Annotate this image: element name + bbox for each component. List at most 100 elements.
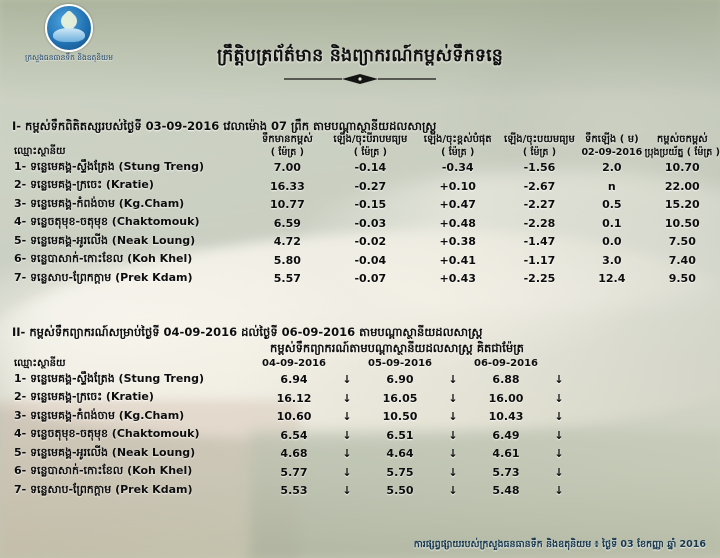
trend-down-icon: ↓ (448, 447, 458, 461)
section1-row-5-v1: 5.80 (273, 253, 301, 267)
section2-row-4-d2: 4.64 (386, 447, 414, 461)
row-number: 2- (14, 178, 27, 192)
page-title: ក្រឹត្តិបត្រព័ត៌មាន និងព្យាករណ៍កម្ពស់ទឹក… (216, 46, 504, 66)
row-number: 3- (14, 196, 27, 210)
section1-row-0-station: 1- ទន្លេមេគង្គ-ស្ទឹងត្រែង (Stung Treng) (14, 158, 250, 177)
section1-table-wrap: ឈ្មោះស្ថានីយ ទឹកមានកម្ពស់ ( ម៉ែត្រ ) ឡើង… (14, 134, 720, 288)
table-row: 1- ទន្លេមេគង្គ-ស្ទឹងត្រែង (Stung Treng) … (14, 371, 572, 390)
trend-down-icon: ↓ (448, 484, 458, 498)
trend-down-icon: ↓ (342, 373, 352, 387)
section1-col-4-line1: ឡើង/ចុះបយមធ្យម (504, 134, 575, 145)
row-number: 4- (14, 427, 27, 441)
section1-row-1-v4: -2.67 (523, 179, 556, 193)
section2-row-2-d3: 10.43 (488, 410, 524, 424)
row-station: ទន្លេមេគង្គ-ស្ទឹងត្រែង (Stung Treng) (30, 371, 205, 385)
section1-row-0-v1: 7.00 (273, 161, 301, 175)
section1-row-4-station: 5- ទន្លេមេគង្គ-អូរលើង (Neak Loung) (14, 232, 250, 251)
section2-row-3-d1: 6.54 (280, 428, 308, 442)
ministry-logo: ក្រសួងធនធានទឹក និងឧតុនិយម (16, 4, 122, 63)
section1-row-1-station: 2- ទន្លេមេគង្គ-ក្រចេះ (Kratie) (14, 177, 250, 196)
section1-row-2-v5: 0.5 (602, 198, 622, 212)
section1-row-2-v4: -2.27 (523, 198, 556, 212)
section2-row-0-d2: 6.90 (386, 373, 414, 387)
section2-row-2-station: 3- ទន្លេមេគង្គ-កំពង់ចាម (Kg.Cham) (14, 408, 254, 427)
row-number: 4- (14, 215, 27, 229)
table-row: 7- ទន្លេសាប-ព្រែកក្ដាម (Prek Kdam) 5.53 … (14, 482, 572, 501)
trend-down-icon: ↓ (554, 484, 564, 498)
section1-col-3-line1: ឡើង/ចុះខ្ពស់បំផុត (423, 134, 492, 145)
section1-col-station: ឈ្មោះស្ថានីយ (14, 145, 66, 157)
section1-row-5-v5: 3.0 (602, 253, 622, 267)
section2-row-6-d2: 5.50 (386, 484, 414, 498)
section1-row-2-v3: +0.47 (439, 198, 476, 212)
table-row: 2- ទន្លេមេគង្គ-ក្រចេះ (Kratie) 16.33 -0.… (14, 177, 720, 196)
section1-row-6-v5: 12.4 (598, 272, 626, 286)
row-station: ទន្លេសាប-ព្រែកក្ដាម (Prek Kdam) (30, 482, 193, 496)
trend-down-icon: ↓ (554, 465, 564, 479)
section2-row-1-station: 2- ទន្លេមេគង្គ-ក្រចេះ (Kratie) (14, 389, 254, 408)
section2-row-0-d3: 6.88 (492, 373, 520, 387)
trend-down-icon: ↓ (448, 373, 458, 387)
row-number: 5- (14, 233, 27, 247)
row-number: 6- (14, 464, 27, 478)
section2-row-4-station: 5- ទន្លេមេគង្គ-អូរលើង (Neak Loung) (14, 445, 254, 464)
row-station: ទន្លេមេគង្គ-អូរលើង (Neak Loung) (30, 233, 196, 247)
section1-row-5-station: 6- ទន្លេបាសាក់-កោះខែល (Koh Khel) (14, 251, 250, 270)
section2-row-5-d2: 5.75 (386, 465, 414, 479)
row-station: ទន្លេមេគង្គ-អូរលើង (Neak Loung) (30, 445, 196, 459)
section2-row-6-d1: 5.53 (280, 484, 308, 498)
section1-row-6-v3: +0.43 (439, 272, 476, 286)
section2-row-2-d1: 10.60 (276, 410, 312, 424)
footer-credit: ការផ្សព្វផ្សាយរបស់ក្រសួងធនធានទឹក និងឧតុន… (413, 539, 706, 550)
section1-row-3-v5: 0.1 (602, 216, 622, 230)
section2-col-arrow-3 (546, 358, 572, 371)
section2-row-6-station: 7- ទន្លេសាប-ព្រែកក្ដាម (Prek Kdam) (14, 482, 254, 501)
section2-col-date-3: 06-09-2016 (474, 358, 538, 369)
section1-col-5-line1: ទឹកឡើង ( ម) (584, 134, 639, 145)
section1-row-2-v6: 15.20 (664, 198, 700, 212)
section1-row-5-v2: -0.04 (354, 253, 387, 267)
section2-row-2-d2: 10.50 (382, 410, 418, 424)
section1-row-0-v2: -0.14 (354, 161, 387, 175)
row-number: 5- (14, 445, 27, 459)
section1-col-2-line2: ( ម៉ែត្រ ) (353, 146, 387, 158)
section2-row-0-d1: 6.94 (280, 373, 308, 387)
section1-col-4-line2: ( ម៉ែត្រ ) (522, 146, 557, 158)
section1-row-2-v2: -0.15 (354, 198, 387, 212)
section1-row-6-v4: -2.25 (523, 272, 556, 286)
table-row: 4- ទន្លេចតុមុខ-ចតុមុខ (Chaktomouk) 6.54 … (14, 426, 572, 445)
section2-row-1-d1: 16.12 (276, 391, 312, 405)
section2-row-0-station: 1- ទន្លេមេគង្គ-ស្ទឹងត្រែង (Stung Treng) (14, 371, 254, 390)
section1-col-1-line1: ទឹកមានកម្ពស់ (261, 134, 313, 145)
table-row: 6- ទន្លេបាសាក់-កោះខែល (Koh Khel) 5.77 ↓ … (14, 463, 572, 482)
trend-down-icon: ↓ (448, 391, 458, 405)
section2-row-5-d1: 5.77 (280, 465, 308, 479)
section1-col-2: ឡើង/ចុះបីរាបមធ្យម ( ម៉ែត្រ ) (325, 134, 415, 158)
trend-down-icon: ↓ (448, 465, 458, 479)
section1-row-1-v6: 22.00 (664, 179, 700, 193)
row-number: 7- (14, 482, 27, 496)
trend-down-icon: ↓ (342, 484, 352, 498)
section1-row-4-v2: -0.02 (354, 235, 387, 249)
section1-row-3-v6: 10.50 (664, 216, 700, 230)
section1-col-2-line1: ឡើង/ចុះបីរាបមធ្យម (333, 134, 408, 145)
table-row: 7- ទន្លេសាប-ព្រែកក្ដាម (Prek Kdam) 5.57 … (14, 269, 720, 288)
section1-row-4-v1: 4.72 (273, 235, 301, 249)
row-station: ទន្លេបាសាក់-កោះខែល (Koh Khel) (30, 252, 193, 266)
section2-row-1-d3: 16.00 (488, 391, 524, 405)
section1-col-5-line2: 02-09-2016 (581, 146, 643, 158)
section1-col-1: ទឹកមានកម្ពស់ ( ម៉ែត្រ ) (250, 134, 326, 158)
section1-col-5: ទឹកឡើង ( ម) 02-09-2016 (579, 134, 645, 158)
section2-col-station: ឈ្មោះស្ថានីយ (14, 358, 66, 369)
section2-row-4-d1: 4.68 (280, 447, 308, 461)
section1-row-2-v1: 10.77 (269, 198, 305, 212)
trend-down-icon: ↓ (342, 447, 352, 461)
row-station: ទន្លេចតុមុខ-ចតុមុខ (Chaktomouk) (30, 427, 200, 441)
trend-down-icon: ↓ (554, 447, 564, 461)
section1-heading: I- កម្ពស់ទឹកពិតិតស្សរបស់ថ្ងៃទី 03-09-201… (12, 119, 437, 133)
section1-row-1-v3: +0.10 (439, 179, 476, 193)
row-station: ទន្លេមេគង្គ-ក្រចេះ (Kratie) (30, 390, 154, 404)
section1-row-3-v3: +0.48 (439, 216, 476, 230)
section1-row-0-v6: 10.70 (664, 161, 700, 175)
